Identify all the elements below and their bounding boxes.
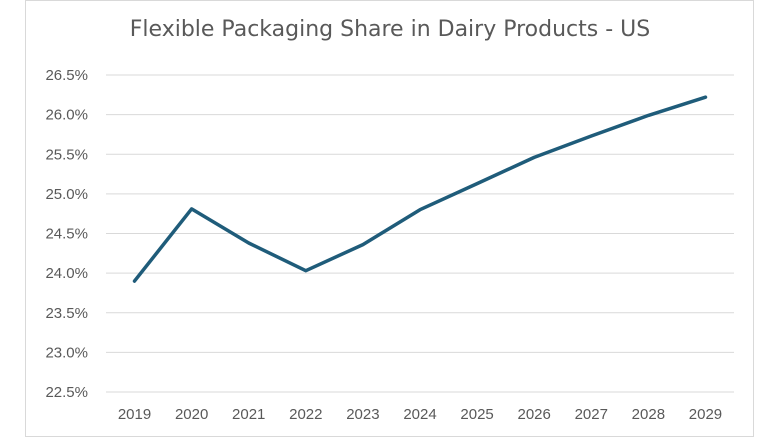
x-tick-label: 2028	[632, 406, 665, 423]
x-tick-label: 2024	[403, 406, 436, 423]
y-tick-label: 23.5%	[45, 305, 88, 322]
x-tick-label: 2027	[575, 406, 608, 423]
chart-title: Flexible Packaging Share in Dairy Produc…	[129, 17, 651, 42]
x-axis-tick-labels: 2019 2020 2021 2022 2023 2024 2025 2026 2027 2028…	[118, 406, 722, 423]
y-tick-label: 25.0%	[45, 186, 88, 203]
y-tick-label: 26.5%	[45, 67, 88, 84]
x-tick-label: 2020	[175, 406, 208, 423]
x-tick-label: 2025	[460, 406, 493, 423]
gridlines	[106, 74, 734, 393]
x-tick-label: 2026	[517, 406, 550, 423]
y-tick-label: 24.0%	[45, 265, 88, 282]
series-line	[132, 95, 708, 283]
chart-area	[25, 0, 754, 437]
y-tick-label: 22.5%	[45, 384, 88, 401]
series-layer	[132, 95, 708, 283]
x-tick-label: 2021	[232, 406, 265, 423]
x-tick-label: 2019	[118, 406, 151, 423]
y-tick-label: 26.0%	[45, 107, 88, 124]
x-tick-label: 2022	[289, 406, 322, 423]
y-tick-label: 25.5%	[45, 146, 88, 163]
y-axis-tick-labels: 22.5% 23.0% 23.5% 24.0% 24.5% 25.0% 25.5% 26.0%…	[45, 67, 88, 401]
x-tick-label: 2023	[346, 406, 379, 423]
y-tick-label: 23.0%	[45, 344, 88, 361]
x-tick-label: 2029	[689, 406, 722, 423]
y-tick-label: 24.5%	[45, 226, 88, 243]
